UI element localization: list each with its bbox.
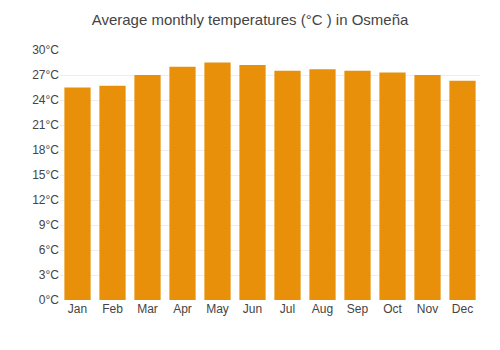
svg-text:15°C: 15°C bbox=[32, 168, 59, 182]
svg-text:Jul: Jul bbox=[280, 302, 295, 316]
svg-text:Sep: Sep bbox=[347, 302, 369, 316]
svg-text:Nov: Nov bbox=[417, 302, 438, 316]
svg-text:24°C: 24°C bbox=[32, 93, 59, 107]
svg-text:9°C: 9°C bbox=[39, 218, 59, 232]
svg-text:21°C: 21°C bbox=[32, 118, 59, 132]
svg-text:3°C: 3°C bbox=[39, 268, 59, 282]
svg-text:Feb: Feb bbox=[102, 302, 123, 316]
svg-text:May: May bbox=[206, 302, 229, 316]
svg-text:6°C: 6°C bbox=[39, 243, 59, 257]
svg-text:Average monthly temperatures (: Average monthly temperatures (°C ) in Os… bbox=[92, 11, 409, 28]
svg-text:Jun: Jun bbox=[243, 302, 262, 316]
svg-text:30°C: 30°C bbox=[32, 43, 59, 57]
svg-text:Aug: Aug bbox=[312, 302, 333, 316]
svg-text:27°C: 27°C bbox=[32, 68, 59, 82]
svg-text:Jan: Jan bbox=[68, 302, 87, 316]
svg-text:18°C: 18°C bbox=[32, 143, 59, 157]
svg-text:Mar: Mar bbox=[137, 302, 158, 316]
svg-text:0°C: 0°C bbox=[39, 293, 59, 307]
svg-text:12°C: 12°C bbox=[32, 193, 59, 207]
svg-text:Apr: Apr bbox=[173, 302, 192, 316]
svg-text:Dec: Dec bbox=[452, 302, 473, 316]
svg-text:Oct: Oct bbox=[383, 302, 402, 316]
